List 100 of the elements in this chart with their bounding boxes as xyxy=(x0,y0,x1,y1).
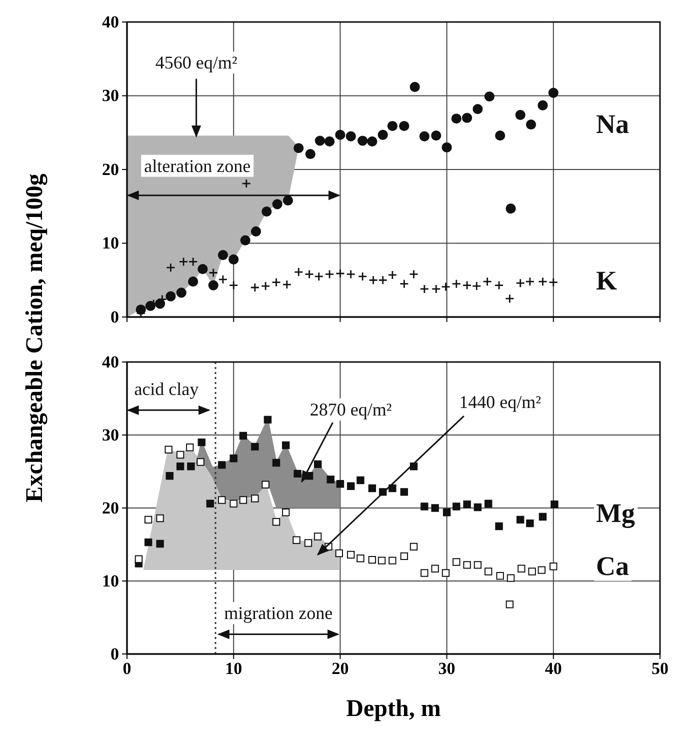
point xyxy=(335,130,346,140)
point xyxy=(326,476,334,484)
point xyxy=(262,480,270,488)
point xyxy=(495,130,506,141)
point xyxy=(164,446,172,454)
point xyxy=(260,281,270,291)
annotation: alteration zone xyxy=(144,156,251,176)
x-axis-title: Depth, m xyxy=(346,696,441,722)
y-tick-label: 0 xyxy=(110,644,119,664)
point xyxy=(506,204,516,214)
point xyxy=(176,462,184,470)
y-tick-label: 10 xyxy=(102,234,119,253)
point xyxy=(188,256,198,266)
y-axis-title: Exchangeable Cation, meq/100g xyxy=(22,174,48,502)
point xyxy=(472,104,483,114)
point xyxy=(378,275,388,285)
point xyxy=(399,279,409,289)
point xyxy=(208,280,218,290)
point xyxy=(368,556,376,564)
point xyxy=(250,226,262,236)
point xyxy=(506,574,515,582)
point xyxy=(387,120,398,132)
point xyxy=(282,508,290,516)
x-tick-label: 20 xyxy=(332,659,349,678)
y-tick-label: 30 xyxy=(102,425,119,444)
point xyxy=(347,550,355,559)
point xyxy=(156,514,164,522)
point xyxy=(166,262,176,272)
point xyxy=(528,568,536,576)
point xyxy=(346,270,356,279)
point xyxy=(251,494,259,502)
point xyxy=(282,195,294,206)
point xyxy=(378,130,388,140)
point xyxy=(346,131,356,142)
point xyxy=(358,136,368,146)
point xyxy=(388,484,396,492)
point xyxy=(188,276,198,287)
point xyxy=(335,549,343,558)
point xyxy=(538,566,546,574)
point xyxy=(420,502,428,510)
point xyxy=(356,476,364,484)
point xyxy=(228,254,239,265)
point xyxy=(525,276,535,286)
point xyxy=(347,482,355,490)
point xyxy=(242,178,252,188)
x-tick-label: 30 xyxy=(438,659,456,678)
point xyxy=(218,250,228,260)
point xyxy=(358,272,368,282)
point xyxy=(452,558,460,566)
point xyxy=(239,496,248,504)
annotation: 1440 eq/m² xyxy=(459,392,542,412)
point xyxy=(314,272,324,282)
annotation: 4560 eq/m² xyxy=(155,52,238,73)
point xyxy=(218,274,228,284)
y-tick-label: 0 xyxy=(110,307,119,326)
point xyxy=(272,278,281,288)
point xyxy=(399,120,410,132)
point xyxy=(516,278,526,288)
y-tick-label: 40 xyxy=(102,352,119,372)
point xyxy=(378,556,386,564)
point xyxy=(240,235,250,246)
point xyxy=(548,88,558,98)
point xyxy=(400,488,408,496)
point xyxy=(474,561,482,569)
point xyxy=(282,280,292,290)
point xyxy=(538,276,548,286)
point xyxy=(452,502,460,510)
point xyxy=(208,268,218,278)
point xyxy=(230,454,238,462)
annotation: migration zone xyxy=(224,603,333,624)
point xyxy=(198,438,206,446)
point xyxy=(451,114,462,124)
point xyxy=(187,462,195,470)
series-label: Ca xyxy=(596,550,630,581)
point xyxy=(484,91,494,102)
point xyxy=(504,294,514,304)
annotation: acid clay xyxy=(134,379,199,400)
x-tick-label: 10 xyxy=(225,659,242,678)
point xyxy=(272,518,280,526)
point xyxy=(482,276,492,286)
point xyxy=(431,284,441,294)
point xyxy=(178,256,188,266)
point xyxy=(472,281,482,291)
point xyxy=(410,542,418,551)
point xyxy=(431,130,442,141)
point xyxy=(463,561,471,569)
point xyxy=(250,282,260,292)
point xyxy=(262,206,272,217)
point xyxy=(420,569,428,577)
point xyxy=(272,458,280,467)
point xyxy=(218,461,226,469)
point xyxy=(144,538,152,546)
point xyxy=(526,119,536,130)
point xyxy=(526,519,534,528)
y-tick-label: 40 xyxy=(102,12,119,32)
point xyxy=(264,416,272,424)
point xyxy=(368,484,376,492)
point xyxy=(463,500,471,508)
point xyxy=(144,516,152,524)
point xyxy=(230,500,238,508)
